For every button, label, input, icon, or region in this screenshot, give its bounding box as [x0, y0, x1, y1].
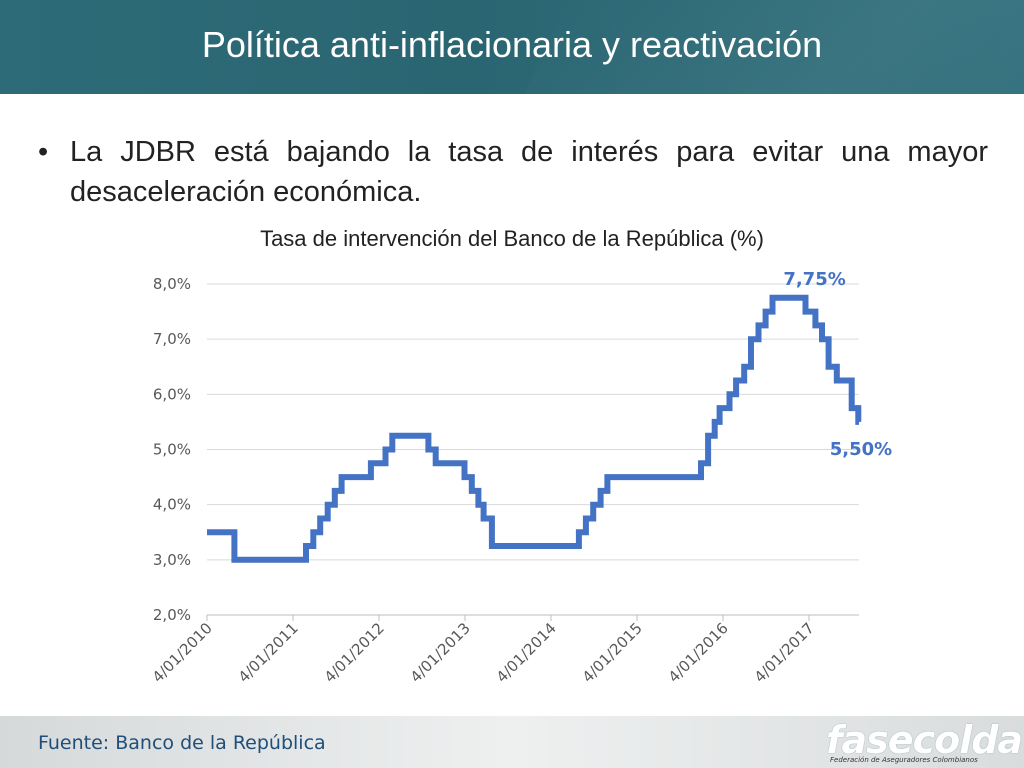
bullet-point: • La JDBR está bajando la tasa de interé… — [38, 132, 988, 212]
data-label: 5,50% — [830, 439, 892, 460]
x-tick-label: 4/01/2014 — [493, 619, 560, 686]
logo-wordmark: fasecolda — [826, 718, 1023, 762]
x-tick-label: 4/01/2017 — [751, 619, 818, 686]
x-tick-label: 4/01/2010 — [149, 619, 216, 686]
x-tick-label: 4/01/2016 — [665, 619, 732, 686]
y-tick-label: 6,0% — [153, 385, 191, 403]
x-tick-label: 4/01/2012 — [321, 619, 388, 686]
interest-rate-chart: 2,0% 3,0% 4,0% 5,0% 6,0% 7,0% 8,0% 4/01/2010 4/… — [149, 269, 893, 686]
slide-title: Política anti-inflacionaria y reactivaci… — [201, 24, 823, 65]
y-tick-label: 5,0% — [153, 441, 191, 459]
y-tick-label: 4,0% — [153, 496, 191, 514]
x-tick-label: 4/01/2013 — [407, 619, 474, 686]
bullet-marker: • — [38, 136, 49, 168]
bullet-text: La JDBR está bajando la tasa de interés … — [70, 136, 988, 208]
footer: Fuente: Banco de la República fasecolda … — [0, 716, 1024, 768]
x-tick-label: 4/01/2011 — [235, 619, 302, 686]
chart-title: Tasa de intervención del Banco de la Rep… — [260, 226, 764, 251]
data-label: 7,75% — [783, 269, 845, 290]
y-tick-label: 8,0% — [153, 275, 191, 293]
y-tick-label: 7,0% — [153, 330, 191, 348]
source-note: Fuente: Banco de la República — [38, 732, 326, 754]
y-tick-label: 2,0% — [153, 606, 191, 624]
fasecolda-logo: fasecolda Federación de Aseguradores Col… — [826, 718, 1023, 766]
logo-tagline: Federación de Aseguradores Colombianos — [830, 756, 978, 764]
x-tick-label: 4/01/2015 — [579, 619, 646, 686]
rate-series-line — [207, 294, 862, 563]
y-tick-label: 3,0% — [153, 551, 191, 569]
title-bar: Política anti-inflacionaria y reactivaci… — [0, 0, 1024, 94]
